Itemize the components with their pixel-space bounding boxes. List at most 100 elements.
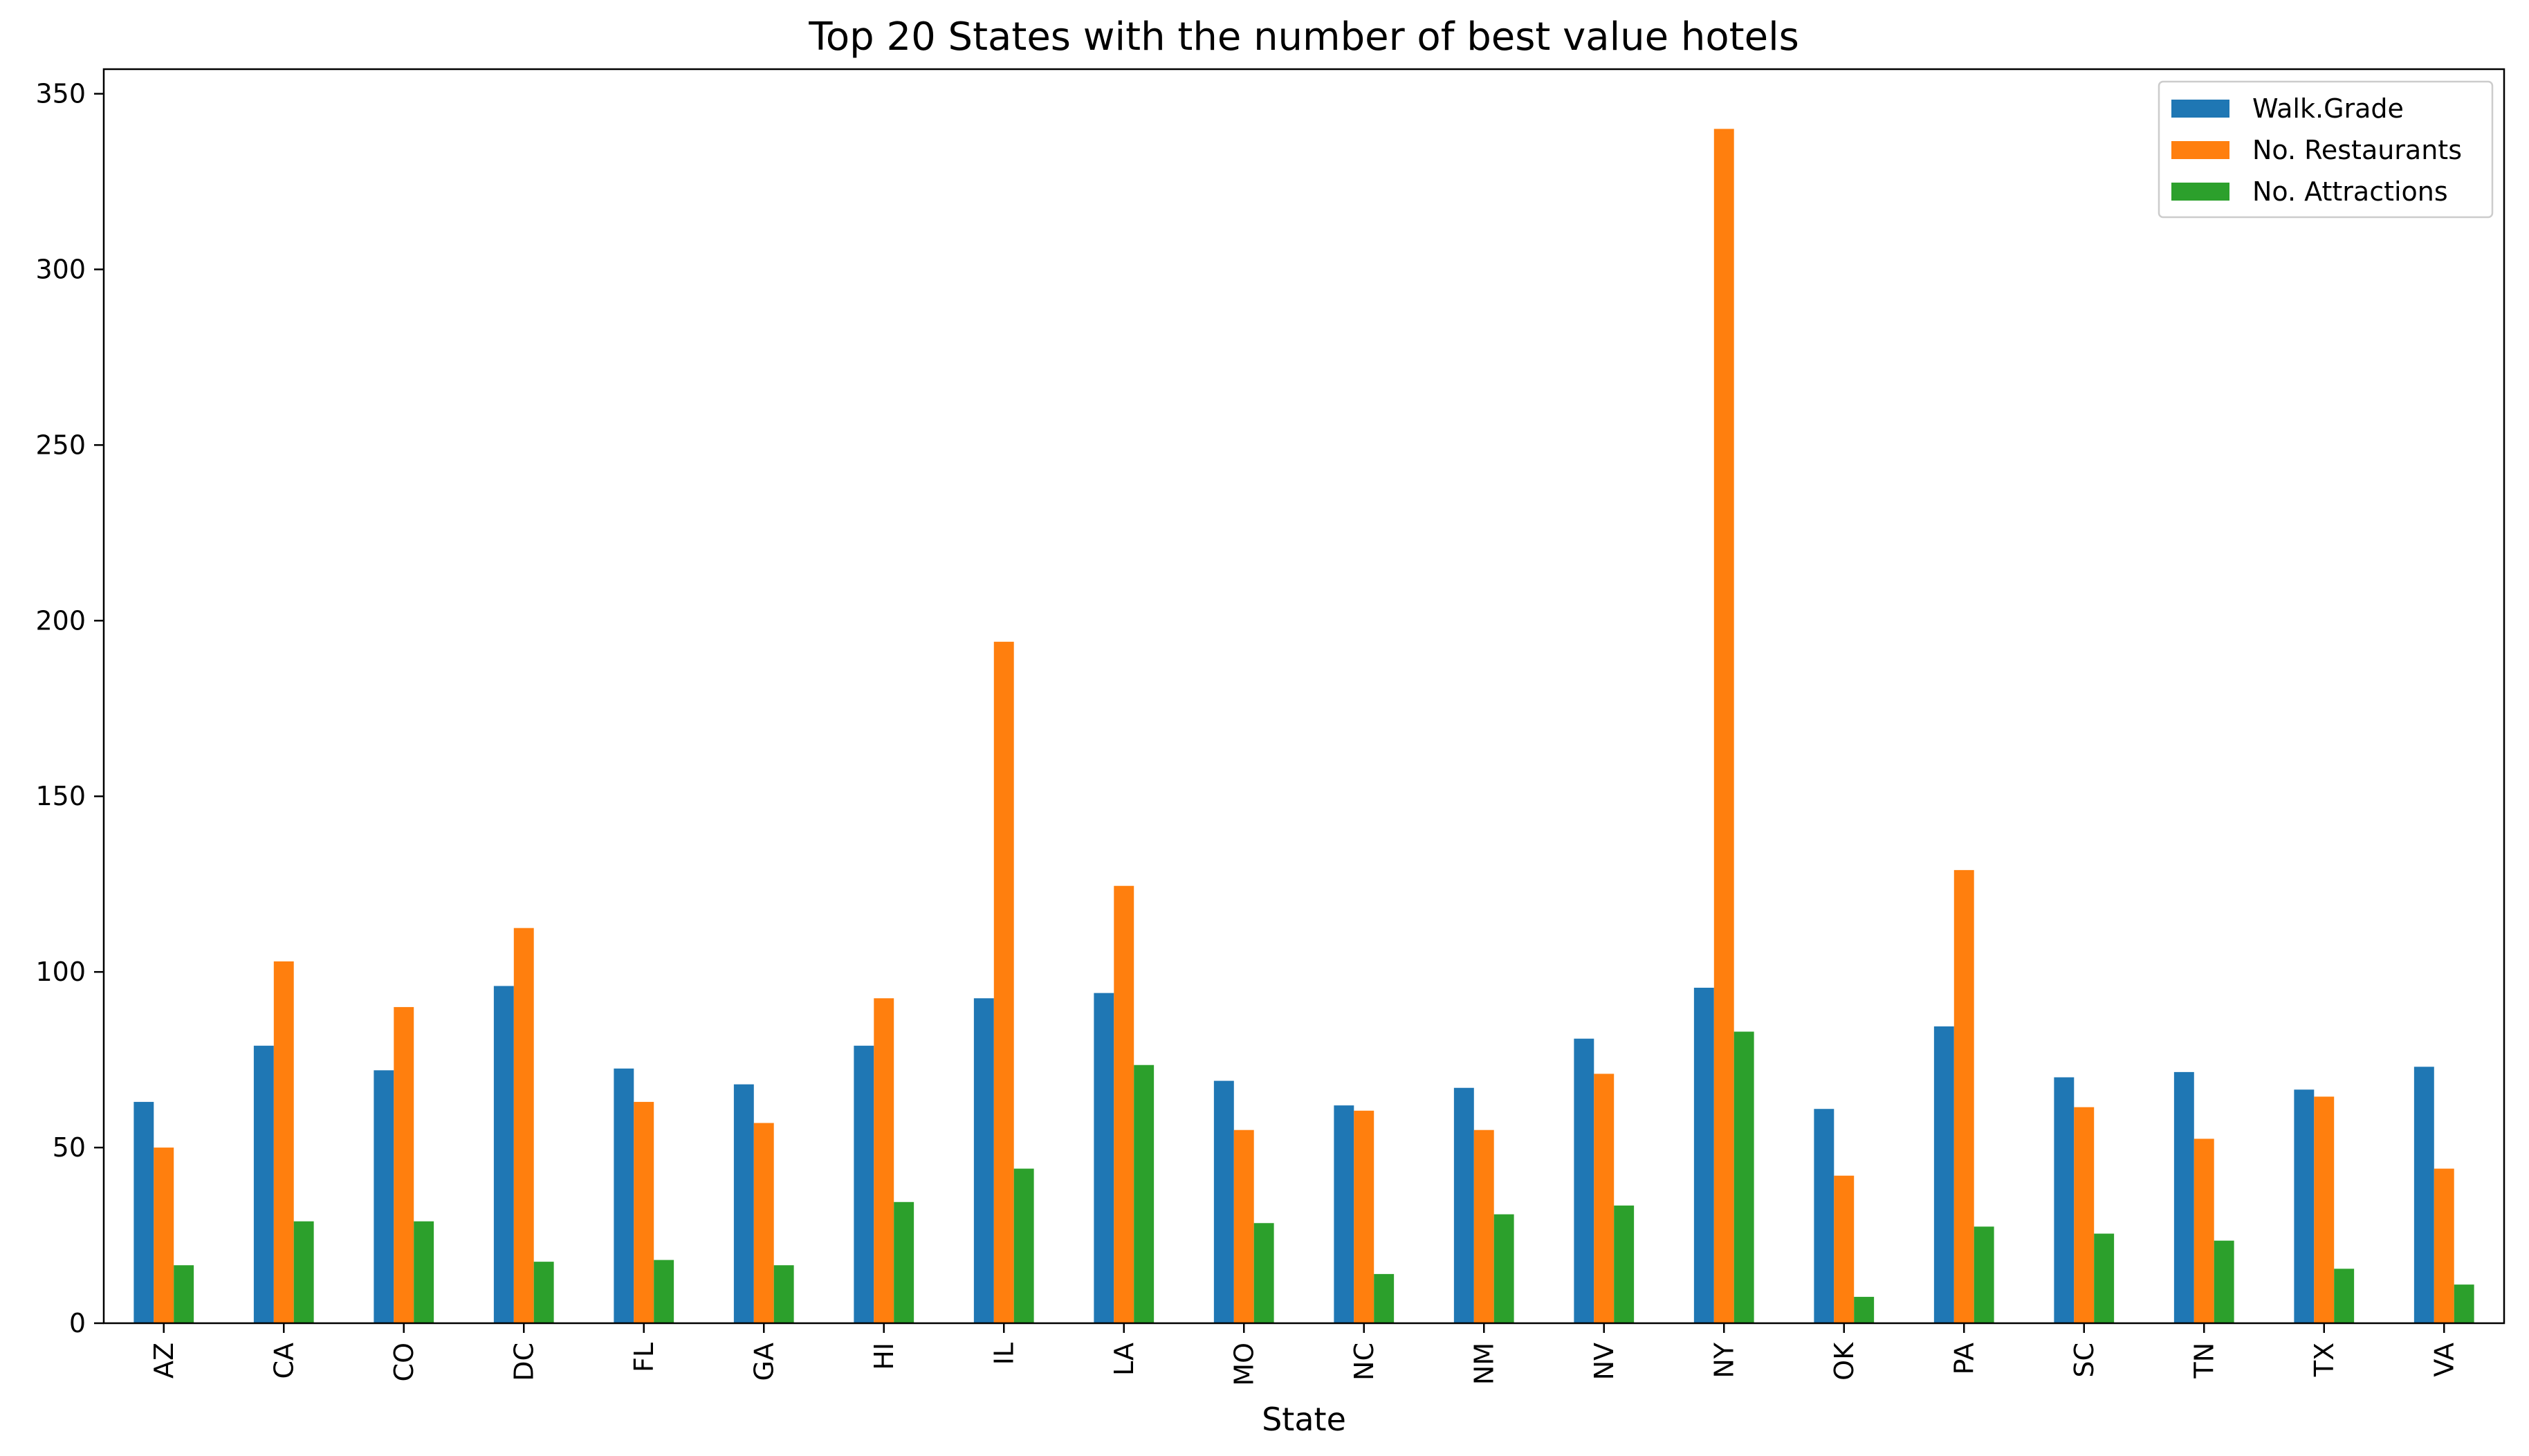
y-tick-label: 300 [35,254,86,284]
bar-walk-grade-nc [1334,1105,1354,1323]
bar-no-attractions-il [1013,1168,1034,1323]
bar-walk-grade-mo [1213,1080,1234,1323]
bar-no-attractions-dc [533,1262,554,1323]
bar-walk-grade-ok [1814,1109,1834,1323]
bar-walk-grade-dc [493,986,514,1323]
y-tick-label: 50 [53,1132,86,1163]
bar-no-restaurants-ny [1713,129,1734,1323]
bar-walk-grade-pa [1933,1026,1954,1323]
x-tick-label-tn: TN [2189,1343,2219,1379]
y-tick-label: 350 [35,79,86,109]
bar-no-restaurants-fl [634,1102,654,1323]
y-tick-label: 250 [35,430,86,460]
y-tick-label: 0 [69,1308,86,1338]
bar-no-restaurants-va [2434,1168,2454,1323]
legend-swatch-no-restaurants [2171,141,2229,159]
bar-no-attractions-mo [1253,1223,1274,1323]
bar-no-restaurants-nv [1594,1073,1615,1323]
x-tick-label-pa: PA [1949,1343,1979,1374]
x-tick-label-dc: DC [508,1343,539,1381]
legend-label-no-restaurants: No. Restaurants [2252,135,2462,165]
x-tick-label-ny: NY [1709,1342,1739,1378]
bar-no-attractions-tx [2334,1269,2355,1323]
bar-no-restaurants-az [154,1148,174,1323]
bar-no-restaurants-co [394,1006,414,1323]
x-tick-label-ok: OK [1829,1342,1859,1381]
legend-swatch-no-attractions [2171,183,2229,201]
axes: 0 50 100 150 200 250 300 350 AZ CA CO DC FL GA HI IL LA M… [35,68,2505,1386]
bar-walk-grade-ny [1693,988,1714,1323]
legend: Walk.Grade No. Restaurants No. Attractions [2158,80,2494,219]
bar-no-restaurants-ok [1834,1175,1855,1323]
bar-walk-grade-va [2413,1067,2434,1323]
bar-no-attractions-nv [1614,1205,1635,1323]
bar-no-restaurants-ga [753,1123,774,1323]
bar-no-attractions-ny [1733,1031,1754,1323]
bar-no-attractions-nc [1374,1273,1395,1323]
legend-swatch-walk-grade [2171,100,2229,118]
bar-no-attractions-hi [894,1201,914,1323]
x-tick-label-nm: NM [1469,1343,1499,1385]
bar-no-attractions-ok [1854,1296,1875,1323]
bar-no-restaurants-mo [1233,1130,1254,1323]
x-tick-label-ca: CA [268,1343,299,1379]
bar-walk-grade-il [973,998,994,1323]
bar-walk-grade-co [374,1070,394,1323]
bar-no-restaurants-pa [1953,869,1974,1323]
x-tick-label-sc: SC [2069,1343,2099,1378]
bar-walk-grade-tn [2173,1071,2194,1323]
bar-no-restaurants-sc [2074,1107,2095,1323]
bar-no-restaurants-tx [2314,1096,2335,1323]
x-tick-label-il: IL [988,1343,1019,1365]
x-tick-label-hi: HI [869,1343,899,1370]
x-tick-label-fl: FL [629,1343,659,1372]
bar-no-restaurants-nc [1354,1110,1374,1323]
x-tick-label-nv: NV [1589,1343,1619,1380]
bar-no-attractions-ca [293,1221,314,1323]
plot-frame [102,68,2505,1325]
bar-walk-grade-la [1094,993,1114,1323]
plot-area [134,129,2474,1323]
bar-no-attractions-fl [654,1260,674,1323]
x-tick-label-tx: TX [2309,1343,2339,1377]
y-tick-label: 100 [35,957,86,987]
legend-box [2158,80,2494,219]
bar-walk-grade-hi [854,1045,874,1323]
x-axis-title: State [1262,1401,1346,1438]
bar-walk-grade-nm [1453,1087,1474,1323]
bar-no-restaurants-il [993,641,1014,1323]
bar-walk-grade-nv [1574,1038,1594,1323]
legend-label-no-attractions: No. Attractions [2252,176,2448,207]
bar-no-restaurants-dc [513,928,534,1323]
bar-no-restaurants-hi [874,998,894,1323]
bar-walk-grade-ca [253,1045,274,1323]
bar-no-restaurants-la [1114,885,1134,1323]
bar-walk-grade-az [134,1102,154,1323]
legend-label-walk-grade: Walk.Grade [2252,93,2404,124]
x-tick-label-ga: GA [748,1343,779,1381]
bar-no-attractions-sc [2094,1233,2115,1323]
bar-walk-grade-fl [614,1068,634,1323]
bar-walk-grade-sc [2054,1077,2075,1323]
bar-walk-grade-ga [733,1084,754,1323]
chart-title: Top 20 States with the number of best va… [808,15,1799,59]
bar-no-attractions-la [1134,1065,1155,1323]
x-tick-label-va: VA [2429,1343,2459,1377]
bar-no-attractions-pa [1974,1226,1994,1323]
bar-no-attractions-nm [1493,1214,1514,1323]
y-tick-label: 150 [35,781,86,811]
bar-no-restaurants-ca [273,961,294,1323]
bar-no-attractions-co [414,1221,434,1323]
bar-no-attractions-tn [2214,1240,2234,1323]
x-tick-label-la: LA [1109,1343,1139,1376]
x-tick-label-az: AZ [149,1343,179,1379]
x-tick-label-nc: NC [1349,1343,1379,1381]
bar-no-restaurants-tn [2194,1139,2214,1323]
x-tick-label-mo: MO [1229,1343,1259,1386]
bar-no-attractions-az [174,1265,194,1323]
x-tick-label-co: CO [389,1343,419,1381]
y-tick-label: 200 [35,605,86,636]
bar-no-restaurants-nm [1473,1130,1494,1323]
